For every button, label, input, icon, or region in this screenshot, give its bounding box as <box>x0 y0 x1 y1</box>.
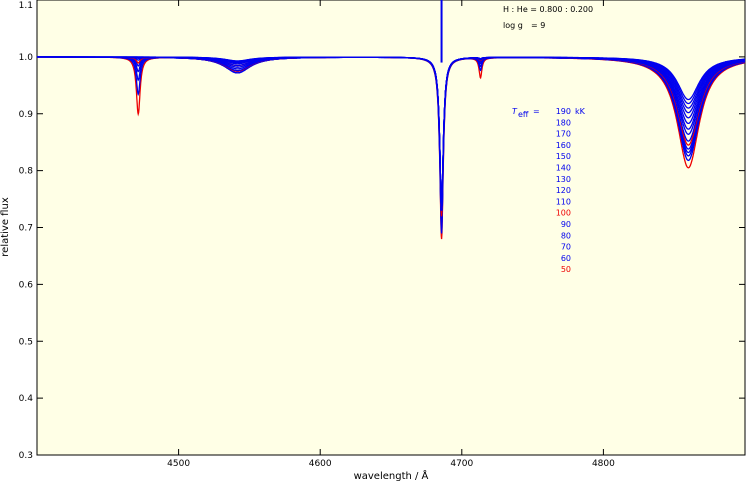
legend-entry-170: 170 <box>556 130 571 139</box>
legend-entry-140: 140 <box>556 164 571 173</box>
teff-legend-unit: kK <box>575 107 586 116</box>
logg-value: = 9 <box>531 21 545 30</box>
x-tick-label: 4700 <box>450 459 473 469</box>
legend-entry-150: 150 <box>556 152 571 161</box>
y-tick-label: 0.4 <box>19 394 34 404</box>
x-tick-label: 4600 <box>309 459 332 469</box>
teff-legend-equals: = <box>533 107 540 116</box>
composition-annotation: H : He = 0.800 : 0.200 <box>503 5 593 14</box>
y-tick-label: 0.9 <box>19 110 34 120</box>
teff-legend: 190 180 170 160 150 140 130 120 110 100 90 80 70 60 50 <box>556 107 571 274</box>
spectrum-curves <box>37 0 746 240</box>
y-tick-labels: 0.3 0.4 0.5 0.6 0.7 0.8 0.9 1.0 1.1 <box>19 1 34 461</box>
y-axis-label: relative flux <box>0 197 11 257</box>
teff-legend-symbol: T <box>512 107 518 116</box>
x-tick-label: 4800 <box>592 459 615 469</box>
spectrum-line-teff-190 <box>37 56 745 211</box>
legend-entry-160: 160 <box>556 141 571 150</box>
plot-background <box>36 0 746 456</box>
legend-entry-70: 70 <box>561 243 571 252</box>
y-tick-label: 0.6 <box>19 280 34 290</box>
legend-entry-60: 60 <box>561 254 571 263</box>
legend-entry-190: 190 <box>556 107 571 116</box>
legend-entry-100: 100 <box>556 209 571 218</box>
y-tick-label: 1.0 <box>19 53 34 63</box>
legend-entry-90: 90 <box>561 220 571 229</box>
y-tick-label: 0.3 <box>19 451 33 461</box>
y-tick-label: 0.5 <box>19 337 33 347</box>
logg-label: log g <box>503 21 523 30</box>
legend-entry-110: 110 <box>556 197 571 206</box>
x-axis-label: wavelength / Å <box>354 469 429 482</box>
y-tick-label: 0.7 <box>19 224 33 234</box>
y-tick-label: 1.1 <box>19 1 33 11</box>
tick-marks <box>37 0 745 456</box>
legend-entry-50: 50 <box>561 265 571 274</box>
legend-entry-120: 120 <box>556 186 571 195</box>
legend-entry-80: 80 <box>561 231 571 240</box>
y-tick-label: 0.8 <box>19 167 34 177</box>
x-tick-label: 4500 <box>167 459 190 469</box>
legend-entry-180: 180 <box>556 118 571 127</box>
legend-entry-130: 130 <box>556 175 571 184</box>
teff-legend-subscript: eff <box>518 110 529 119</box>
x-tick-labels: 4500 4600 4700 4800 <box>167 459 615 469</box>
